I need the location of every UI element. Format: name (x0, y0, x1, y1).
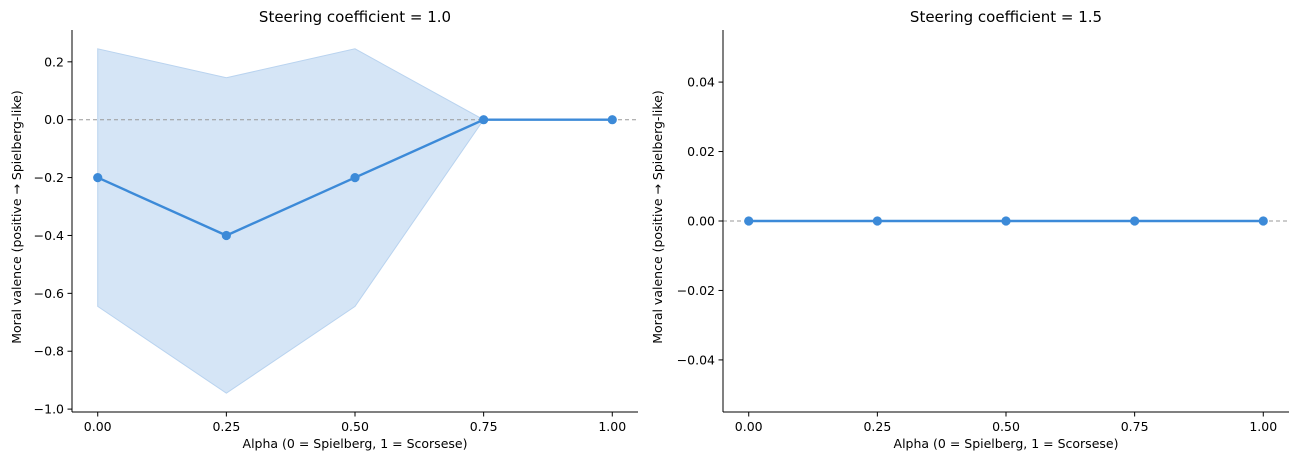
chart-title: Steering coefficient = 1.5 (910, 8, 1102, 26)
x-axis-label: Alpha (0 = Spielberg, 1 = Scorsese) (243, 436, 468, 451)
series-points (93, 115, 617, 241)
series-points (744, 216, 1268, 226)
x-tick-label: 0.25 (212, 419, 240, 434)
y-axis-label: Moral valence (positive → Spielberg-like… (650, 90, 665, 344)
y-tick-label: 0.04 (687, 75, 715, 90)
data-point (479, 115, 489, 125)
chart-panel-steering-1-5: Steering coefficient = 1.5 0.00 0.25 0.50 0… (650, 8, 1289, 451)
data-point (93, 172, 103, 183)
y-ticks: 0.2 0.0 −0.2 −0.4 −0.6 −0.8 −1.0 (34, 54, 72, 417)
x-axis-label: Alpha (0 = Spielberg, 1 = Scorsese) (894, 436, 1119, 451)
chart-panel-steering-1-0: Steering coefficient = 1.0 0.00 0.25 0.50 0… (9, 8, 638, 451)
y-tick-label: 0.2 (44, 54, 64, 69)
y-tick-label: −0.8 (34, 344, 64, 359)
data-point (350, 172, 360, 183)
confidence-bands (97, 48, 613, 394)
y-tick-label: 0.02 (687, 144, 715, 159)
data-point (607, 115, 617, 125)
x-ticks: 0.00 0.25 0.50 0.75 1.00 (735, 412, 1277, 434)
data-point (872, 216, 882, 226)
y-tick-label: −0.04 (677, 352, 715, 367)
chart-title: Steering coefficient = 1.0 (259, 8, 451, 26)
y-tick-label: −1.0 (34, 402, 64, 417)
x-tick-label: 1.00 (1249, 419, 1277, 434)
data-point (221, 230, 231, 241)
x-tick-label: 0.00 (735, 419, 763, 434)
x-tick-label: 0.75 (1121, 419, 1149, 434)
x-tick-label: 0.25 (863, 419, 891, 434)
y-tick-label: −0.6 (34, 286, 64, 301)
x-ticks: 0.00 0.25 0.50 0.75 1.00 (84, 412, 626, 434)
y-axis-label: Moral valence (positive → Spielberg-like… (9, 90, 24, 344)
x-tick-label: 0.50 (992, 419, 1020, 434)
data-point (1001, 216, 1011, 226)
confidence-band (97, 48, 613, 394)
y-tick-label: −0.4 (34, 228, 64, 243)
data-point (1130, 216, 1140, 226)
y-tick-label: 0.0 (44, 112, 64, 127)
data-point (1258, 216, 1268, 226)
x-tick-label: 1.00 (598, 419, 626, 434)
y-tick-label: 0.00 (687, 214, 715, 229)
x-tick-label: 0.00 (84, 419, 112, 434)
y-tick-label: −0.2 (34, 170, 64, 185)
y-ticks: 0.04 0.02 0.00 −0.02 −0.04 (677, 75, 723, 367)
data-point (744, 216, 754, 226)
x-tick-label: 0.75 (470, 419, 498, 434)
x-tick-label: 0.50 (341, 419, 369, 434)
y-tick-label: −0.02 (677, 283, 715, 298)
